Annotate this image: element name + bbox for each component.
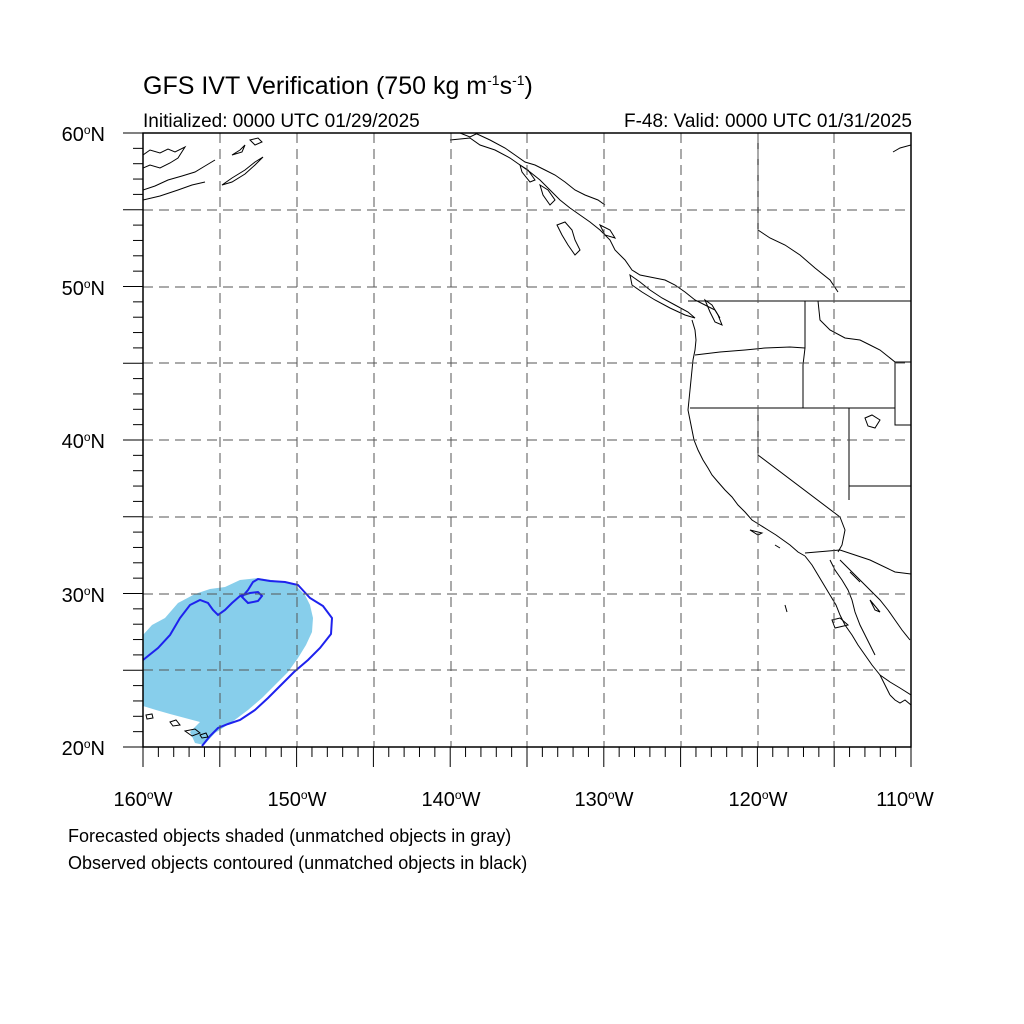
lat-label-30: 30oN [62,584,105,607]
lon-label-110w: 110oW [876,788,934,811]
lon-label-130w: 130oW [575,788,634,811]
lon-label-120w: 120oW [729,788,788,811]
lat-label-40: 40oN [62,430,105,453]
axis-ticks [123,132,912,767]
graticule [143,133,911,747]
longitude-labels: 160oW 150oW 140oW 130oW 120oW 110oW [114,788,934,811]
coastlines [143,133,911,739]
lon-label-140w: 140oW [422,788,481,811]
lon-label-150w: 150oW [268,788,327,811]
footer-forecast-note: Forecasted objects shaded (unmatched obj… [68,826,512,846]
lat-label-60: 60oN [62,123,105,146]
lat-label-20: 20oN [62,737,105,760]
latitude-labels: 60oN 50oN 40oN 30oN 20oN [62,123,105,760]
initialized-time: Initialized: 0000 UTC 01/29/2025 [143,111,420,132]
lon-label-160w: 160oW [114,788,173,811]
lat-label-50: 50oN [62,277,105,300]
observed-object-contour [143,577,334,747]
forecast-object [143,578,313,745]
map-title: GFS IVT Verification (750 kg m-1s-1) [143,72,533,100]
political-borders [688,133,911,583]
valid-time: F-48: Valid: 0000 UTC 01/31/2025 [624,111,912,132]
footer-observed-note: Observed objects contoured (unmatched ob… [68,853,528,873]
